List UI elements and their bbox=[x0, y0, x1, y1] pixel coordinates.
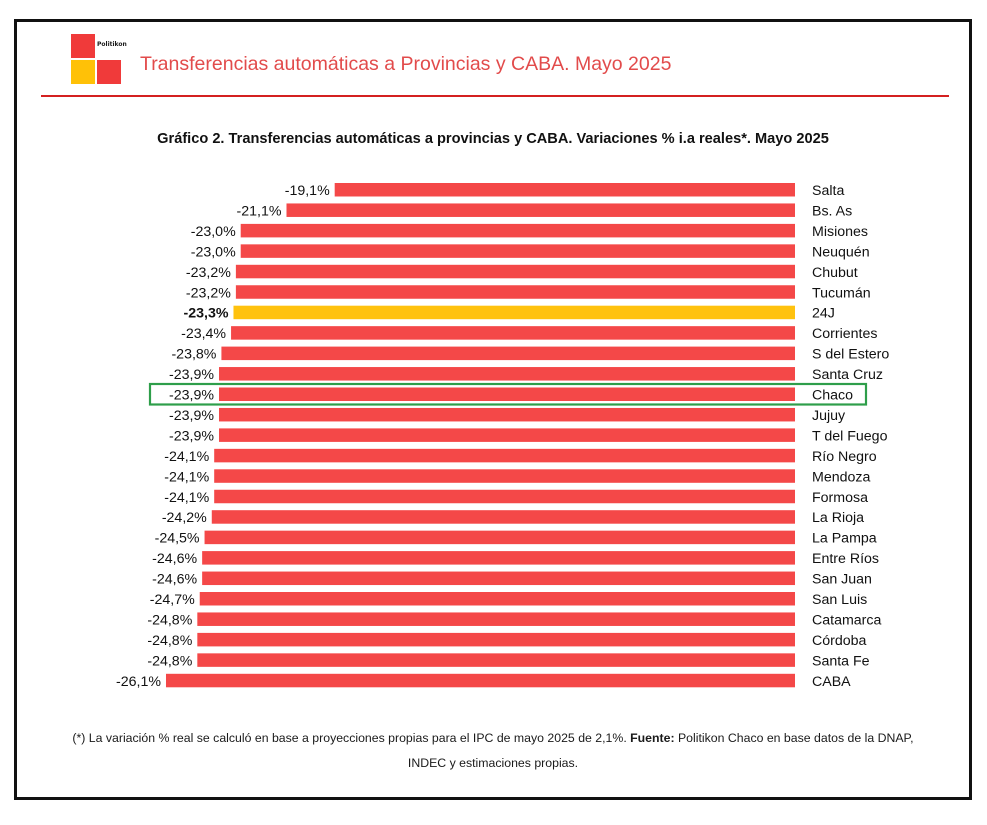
data-label-salta: -19,1% bbox=[285, 183, 330, 199]
bar-neuqu-n bbox=[240, 244, 795, 258]
bar-misiones bbox=[240, 223, 795, 238]
category-label-san-juan: San Juan bbox=[812, 572, 872, 588]
data-label-jujuy: -23,9% bbox=[169, 408, 214, 424]
category-label-t-del-fuego: T del Fuego bbox=[812, 428, 888, 444]
data-label-chubut: -23,2% bbox=[186, 265, 231, 281]
data-label-corrientes: -23,4% bbox=[181, 326, 226, 342]
chart-title: Gráfico 2. Transferencias automáticas a … bbox=[157, 131, 829, 147]
data-label-la-pampa: -24,5% bbox=[155, 531, 200, 547]
data-label-formosa: -24,1% bbox=[164, 490, 209, 506]
category-label-jujuy: Jujuy bbox=[812, 408, 846, 424]
header-title: Transferencias automáticas a Provincias … bbox=[140, 53, 672, 75]
category-label-neuqu-n: Neuquén bbox=[812, 244, 870, 260]
category-label-san-luis: San Luis bbox=[812, 592, 867, 608]
data-label-neuqu-n: -23,0% bbox=[191, 244, 236, 260]
data-label-la-rioja: -24,2% bbox=[162, 510, 207, 526]
category-label-corrientes: Corrientes bbox=[812, 326, 877, 342]
category-label-chubut: Chubut bbox=[812, 265, 858, 281]
bar-tucum-n bbox=[235, 285, 795, 299]
category-label-c-rdoba: Córdoba bbox=[812, 633, 867, 649]
bar-mendoza bbox=[214, 469, 795, 483]
data-label-24j: -23,3% bbox=[184, 306, 229, 322]
bar-la-pampa bbox=[204, 530, 796, 545]
bar-chubut bbox=[235, 264, 795, 279]
bar-san-luis bbox=[199, 592, 796, 606]
data-label-chaco: -23,9% bbox=[169, 388, 214, 404]
category-label-bs-as: Bs. As bbox=[812, 203, 852, 219]
category-label-catamarca: Catamarca bbox=[812, 612, 881, 628]
category-label-r-o-negro: Río Negro bbox=[812, 449, 877, 465]
category-label-santa-cruz: Santa Cruz bbox=[812, 367, 883, 383]
category-label-misiones: Misiones bbox=[812, 224, 868, 240]
category-label-formosa: Formosa bbox=[812, 490, 868, 506]
data-label-misiones: -23,0% bbox=[191, 224, 236, 240]
footnote-note: (*) La variación % real se calculó en ba… bbox=[72, 731, 627, 745]
data-label-caba: -26,1% bbox=[116, 674, 161, 690]
data-label-s-del-estero: -23,8% bbox=[171, 347, 216, 363]
logo-square-red-top bbox=[71, 34, 95, 58]
data-label-r-o-negro: -24,1% bbox=[164, 449, 209, 465]
report-frame: Politikon Transferencias automáticas a P… bbox=[14, 19, 972, 800]
footnote-source-text: Politikon Chaco en base datos de la DNAP… bbox=[407, 731, 914, 770]
data-label-san-juan: -24,6% bbox=[152, 572, 197, 588]
category-label-24j: 24J bbox=[812, 306, 835, 322]
category-label-mendoza: Mendoza bbox=[812, 469, 870, 485]
bar-santa-fe bbox=[197, 653, 795, 667]
bar-t-del-fuego bbox=[219, 428, 795, 442]
politikon-logo: Politikon bbox=[71, 34, 127, 86]
bar-salta bbox=[334, 183, 795, 197]
bar-chart: -19,1% Salta -21,1% Bs. As -23,0% Misiones -23… bbox=[116, 183, 889, 690]
bar-formosa bbox=[214, 489, 795, 504]
category-label-chaco: Chaco bbox=[812, 388, 853, 404]
bar-c-rdoba bbox=[197, 632, 795, 647]
category-label-tucum-n: Tucumán bbox=[812, 285, 871, 301]
footnote: (*) La variación % real se calculó en ba… bbox=[57, 726, 929, 776]
bar-caba bbox=[165, 673, 796, 688]
category-label-la-pampa: La Pampa bbox=[812, 531, 877, 547]
bar-24j bbox=[233, 305, 796, 320]
bar-san-juan bbox=[202, 571, 795, 586]
logo-text: Politikon bbox=[97, 41, 127, 48]
bar-chaco bbox=[219, 387, 795, 401]
data-label-catamarca: -24,8% bbox=[147, 612, 192, 628]
data-label-entre-r-os: -24,6% bbox=[152, 551, 197, 567]
category-label-caba: CABA bbox=[812, 674, 851, 690]
category-label-la-rioja: La Rioja bbox=[812, 510, 864, 526]
data-label-santa-fe: -24,8% bbox=[147, 653, 192, 669]
bar-catamarca bbox=[197, 612, 795, 626]
bar-jujuy bbox=[219, 407, 795, 422]
bar-bs-as bbox=[286, 203, 795, 217]
logo-square-red-bottom bbox=[97, 60, 121, 84]
footnote-source-label: Fuente: bbox=[630, 731, 675, 745]
data-label-santa-cruz: -23,9% bbox=[169, 367, 214, 383]
category-label-santa-fe: Santa Fe bbox=[812, 653, 870, 669]
bar-la-rioja bbox=[211, 510, 795, 524]
data-label-c-rdoba: -24,8% bbox=[147, 633, 192, 649]
bar-santa-cruz bbox=[219, 367, 795, 381]
category-label-s-del-estero: S del Estero bbox=[812, 347, 889, 363]
category-label-salta: Salta bbox=[812, 183, 844, 199]
logo-square-yellow bbox=[71, 60, 95, 84]
highlight-box-chaco bbox=[148, 382, 868, 406]
category-label-entre-r-os: Entre Ríos bbox=[812, 551, 879, 567]
data-label-mendoza: -24,1% bbox=[164, 469, 209, 485]
bar-entre-r-os bbox=[202, 551, 795, 565]
data-label-tucum-n: -23,2% bbox=[186, 285, 231, 301]
bar-s-del-estero bbox=[221, 346, 796, 361]
data-label-san-luis: -24,7% bbox=[150, 592, 195, 608]
data-label-bs-as: -21,1% bbox=[237, 203, 282, 219]
header-divider bbox=[41, 95, 949, 97]
bar-r-o-negro bbox=[214, 448, 795, 463]
bar-corrientes bbox=[231, 326, 795, 340]
data-label-t-del-fuego: -23,9% bbox=[169, 428, 214, 444]
